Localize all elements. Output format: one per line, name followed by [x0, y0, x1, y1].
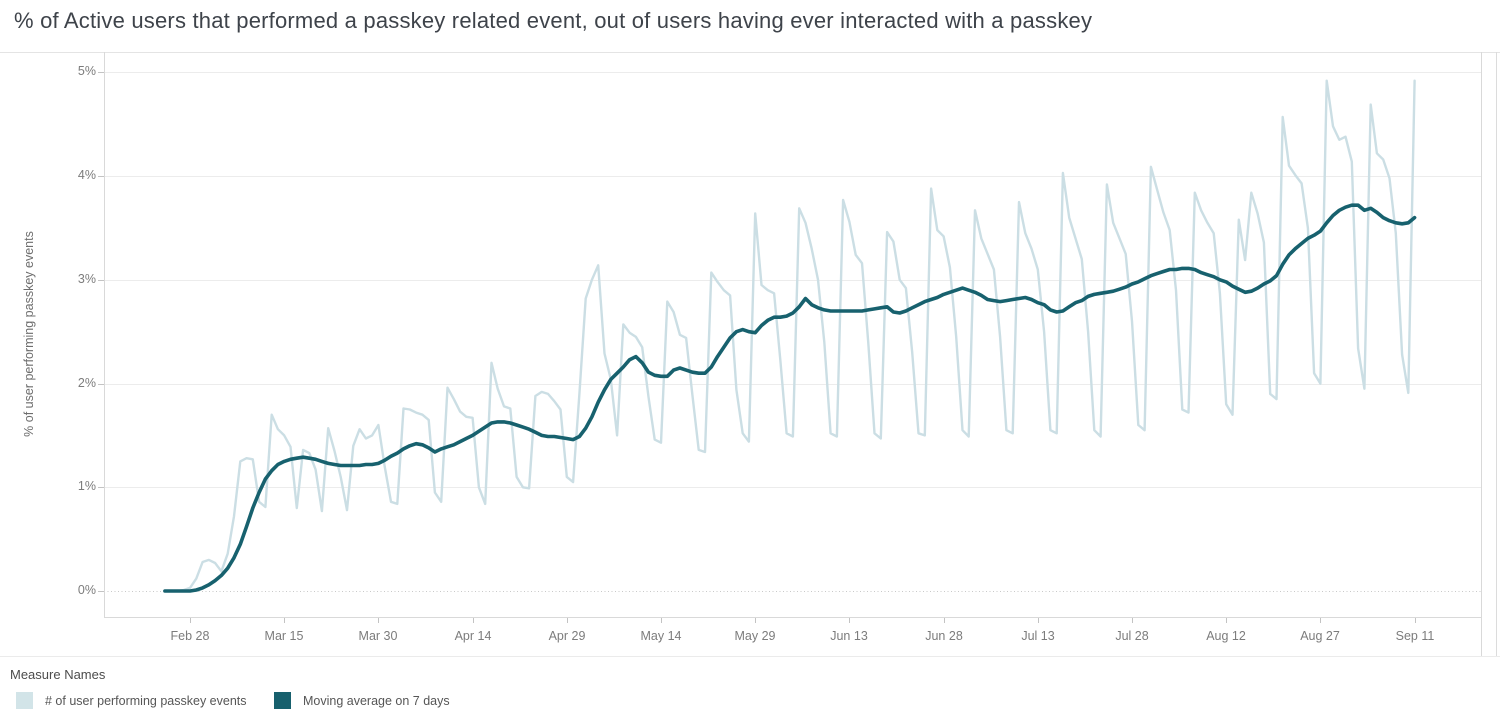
x-tick-label: Sep 11: [1395, 629, 1435, 643]
legend-item-raw-series[interactable]: # of user performing passkey events: [16, 692, 247, 709]
legend-title: Measure Names: [10, 667, 106, 682]
y-tick-label: 3%: [77, 272, 96, 286]
x-tick-label: Apr 29: [548, 629, 586, 643]
x-tick-label: Aug 27: [1300, 629, 1340, 643]
chart-title: % of Active users that performed a passk…: [14, 8, 1093, 33]
legend-label-raw-series: # of user performing passkey events: [45, 693, 247, 708]
legend-label-moving-average: Moving average on 7 days: [303, 693, 450, 708]
y-tick-label: 5%: [77, 64, 96, 78]
x-tick-label: Jun 13: [830, 629, 868, 643]
x-tick-label: Mar 30: [358, 629, 398, 643]
legend-item-moving-average[interactable]: Moving average on 7 days: [274, 692, 450, 709]
x-tick-label: Jun 28: [925, 629, 963, 643]
raw-series-line[interactable]: [163, 79, 1416, 593]
y-tick-label: 2%: [77, 376, 96, 390]
x-tick-label: Mar 15: [264, 629, 304, 643]
x-tick-label: Jul 13: [1021, 629, 1055, 643]
x-tick-label: Feb 28: [170, 629, 210, 643]
x-tick-label: Aug 12: [1206, 629, 1246, 643]
x-tick-label: May 14: [640, 629, 682, 643]
x-tick-label: May 29: [734, 629, 776, 643]
y-axis-title: % of user performing passkey events: [22, 231, 36, 437]
y-tick-label: 0%: [77, 583, 96, 597]
y-tick-label: 1%: [77, 479, 96, 493]
x-tick-label: Apr 14: [454, 629, 492, 643]
y-tick-label: 4%: [77, 168, 96, 182]
moving-average-line[interactable]: [163, 203, 1417, 593]
x-tick-label: Jul 28: [1115, 629, 1149, 643]
legend-swatch-moving-average: [274, 692, 291, 709]
legend-swatch-raw-series: [16, 692, 33, 709]
